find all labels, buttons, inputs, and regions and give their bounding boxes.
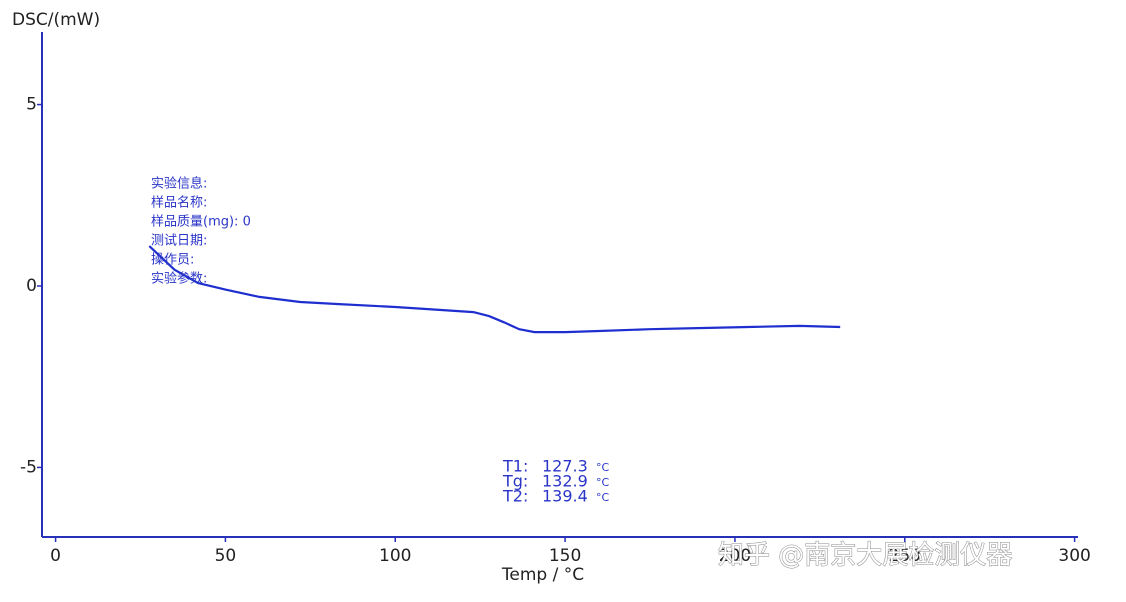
result-unit: °C xyxy=(596,476,610,489)
info-line: 实验信息: xyxy=(151,176,207,192)
info-line: 样品质量(mg): 0 xyxy=(151,215,251,230)
info-line: 实验参数: xyxy=(151,271,207,287)
info-line: 测试日期: xyxy=(151,234,207,249)
y-axis-label: DSC/(mW) xyxy=(12,10,100,30)
y-tick-label: -5 xyxy=(20,457,37,477)
info-line: 样品名称: xyxy=(151,195,207,211)
x-tick-label: 0 xyxy=(50,546,61,566)
x-tick-label: 50 xyxy=(215,546,237,566)
result-unit: °C xyxy=(596,491,610,504)
result-label: T1: xyxy=(502,457,528,476)
x-tick-label: 250 xyxy=(889,546,921,566)
result-label: T2: xyxy=(502,487,528,506)
x-axis-label: Temp / °C xyxy=(501,565,584,585)
x-tick-label: 150 xyxy=(549,546,581,566)
watermark: 知乎 @南京大展检测仪器 xyxy=(718,541,1012,571)
result-value: 132.9 xyxy=(542,472,588,491)
x-tick-label: 300 xyxy=(1058,546,1090,566)
info-line: 操作员: xyxy=(151,252,194,268)
x-tick-label: 100 xyxy=(379,546,411,566)
result-unit: °C xyxy=(596,461,610,474)
result-value: 127.3 xyxy=(542,457,588,476)
result-label: Tg: xyxy=(502,472,528,491)
result-value: 139.4 xyxy=(542,487,588,506)
y-tick-label: 0 xyxy=(26,276,37,296)
dsc-curve xyxy=(148,245,841,334)
x-tick-label: 200 xyxy=(719,546,751,566)
y-tick-label: 5 xyxy=(26,95,37,115)
